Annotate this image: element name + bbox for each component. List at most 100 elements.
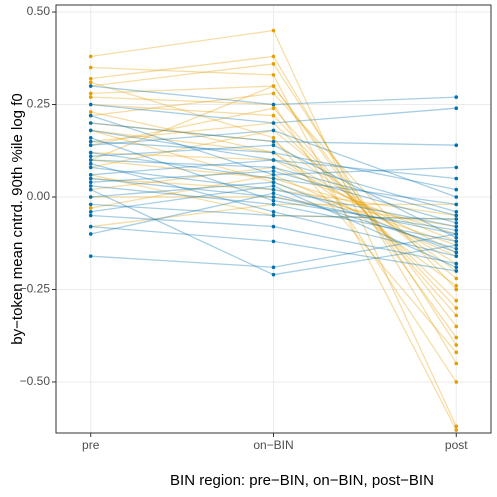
point [88, 139, 93, 144]
point [271, 54, 276, 59]
point [88, 202, 93, 207]
point [88, 91, 93, 96]
point [271, 191, 276, 196]
point [271, 62, 276, 66]
point [454, 235, 459, 240]
point [454, 228, 459, 233]
point [88, 150, 93, 155]
point [88, 121, 93, 125]
point [271, 172, 276, 177]
point [271, 202, 276, 207]
point [88, 206, 93, 210]
point [454, 254, 459, 258]
point [271, 73, 276, 77]
point [454, 380, 459, 384]
x-tick-label: on−BIN [253, 438, 293, 452]
point [271, 84, 276, 88]
point [454, 195, 459, 199]
point [88, 113, 93, 118]
point [454, 265, 459, 270]
point [454, 313, 459, 318]
point [454, 250, 459, 255]
point [454, 224, 459, 229]
point [454, 276, 459, 281]
point [271, 28, 276, 33]
point [88, 232, 93, 236]
point [88, 254, 93, 258]
point [454, 335, 459, 340]
point [454, 428, 459, 432]
point [271, 180, 276, 184]
point [88, 143, 93, 148]
point [88, 184, 93, 188]
point [454, 217, 459, 221]
point [88, 213, 93, 218]
point [88, 136, 93, 140]
point [271, 209, 276, 214]
point [271, 195, 276, 199]
point [454, 165, 459, 170]
point [271, 113, 276, 118]
point [271, 102, 276, 107]
point [454, 176, 459, 181]
point [454, 424, 459, 429]
point [271, 143, 276, 148]
point [454, 350, 459, 355]
point [454, 239, 459, 244]
point [88, 76, 93, 81]
point [271, 91, 276, 96]
point [454, 213, 459, 218]
point [88, 172, 93, 177]
point [271, 150, 276, 155]
point [454, 306, 459, 310]
point [454, 106, 459, 111]
point [271, 272, 276, 277]
point [271, 106, 276, 111]
point [454, 361, 459, 366]
point [454, 209, 459, 214]
point [88, 102, 93, 107]
point [88, 187, 93, 192]
y-tick-label: 0.25 [27, 97, 51, 111]
point [454, 143, 459, 148]
point [271, 224, 276, 229]
point [454, 269, 459, 273]
point [88, 154, 93, 159]
point [454, 287, 459, 292]
point [88, 110, 93, 114]
point [88, 176, 93, 181]
point [271, 176, 276, 181]
point [454, 261, 459, 266]
point [454, 298, 459, 303]
point [88, 161, 93, 166]
point [271, 239, 276, 244]
point [88, 195, 93, 199]
point [88, 128, 93, 133]
y-tick-label: 0.50 [27, 4, 51, 18]
point [88, 80, 93, 85]
x-tick-label: pre [82, 438, 100, 452]
y-tick-label: −0.25 [20, 282, 51, 296]
point [454, 283, 459, 288]
point [271, 198, 276, 203]
point [454, 221, 459, 225]
point [454, 243, 459, 247]
point [454, 95, 459, 99]
point [271, 184, 276, 188]
point [271, 158, 276, 162]
point [88, 54, 93, 59]
x-tick-label: post [445, 438, 468, 452]
point [88, 95, 93, 99]
point [454, 246, 459, 251]
point [454, 232, 459, 236]
x-axis-title: BIN region: pre−BIN, on−BIN, post−BIN [170, 472, 434, 489]
point [88, 224, 93, 229]
point [454, 343, 459, 347]
point [88, 84, 93, 88]
point [271, 265, 276, 270]
point [88, 209, 93, 214]
point [454, 187, 459, 192]
point [88, 165, 93, 170]
y-tick-label: −0.50 [20, 374, 51, 388]
